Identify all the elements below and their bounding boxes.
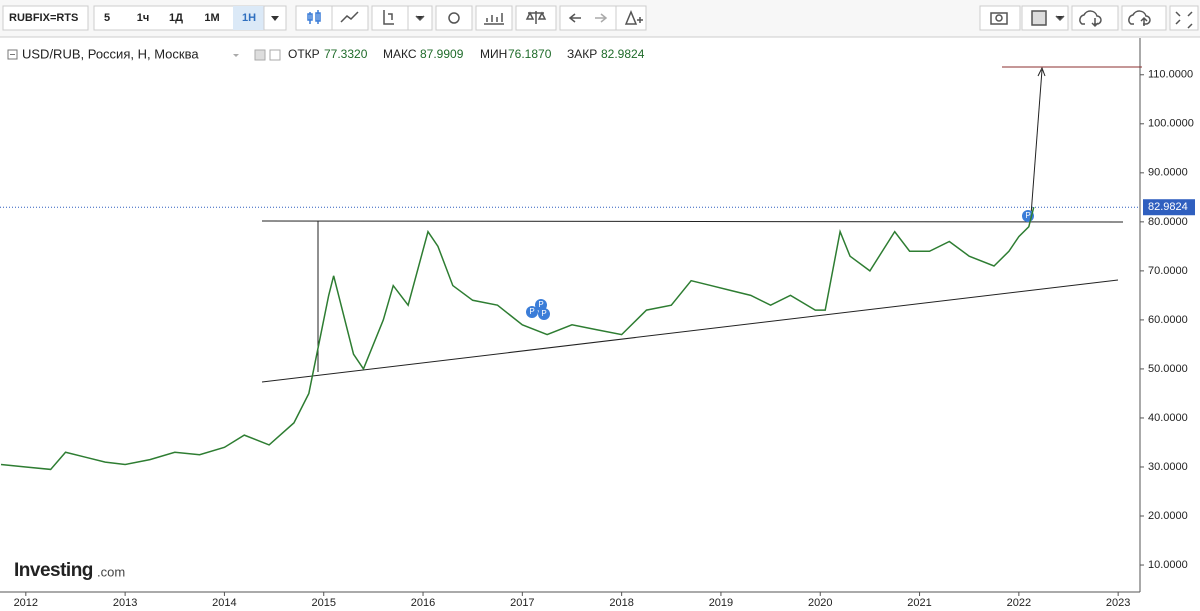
interval[interactable]: 1М (204, 12, 219, 24)
event-marker-text: P (538, 300, 543, 309)
event-marker[interactable] (526, 306, 538, 318)
x-tick-label: 2015 (311, 597, 335, 609)
brand-suffix: .com (97, 564, 125, 579)
interval[interactable]: 1Д (169, 12, 183, 24)
instrument-title: USD/RUB, Россия, Н, Москва (22, 46, 199, 61)
event-markers: P P P P (526, 210, 1034, 320)
interval[interactable]: 1Н (242, 12, 256, 24)
interval[interactable]: 5 (104, 12, 110, 24)
x-tick-label: 2020 (808, 597, 832, 609)
close-label: ЗАКР (567, 47, 597, 61)
x-tick-label: 2018 (609, 597, 633, 609)
price-line (0, 206, 1035, 471)
x-tick-label: 2017 (510, 597, 534, 609)
interval[interactable]: 1ч (137, 12, 150, 24)
x-tick-label: 2019 (709, 597, 733, 609)
x-tick-label: 2023 (1106, 597, 1130, 609)
brand: Investing (14, 560, 93, 581)
y-tick-label: 40.0000 (1148, 412, 1188, 424)
last-price-box (1143, 199, 1195, 216)
event-marker-text: P (529, 307, 534, 316)
x-tick-label: 2016 (411, 597, 435, 609)
x-tick-label: 2013 (113, 597, 137, 609)
low-value: 76.1870 (508, 47, 552, 61)
y-tick-label: 80.0000 (1148, 216, 1188, 228)
open-label: ОТКР (288, 47, 320, 61)
caret (271, 16, 279, 21)
open-value: 77.3320 (324, 47, 368, 61)
y-tick-label: 50.0000 (1148, 363, 1188, 375)
y-tick-label: 60.0000 (1148, 314, 1188, 326)
gear-icon[interactable] (269, 49, 281, 61)
close-value: 82.9824 (601, 47, 645, 61)
event-marker-text: P (541, 309, 546, 318)
tool-icons (307, 10, 1193, 29)
title-caret (233, 54, 239, 57)
high-value: 87.9909 (420, 47, 464, 61)
y-tick-label: 20.0000 (1148, 510, 1188, 522)
symbol[interactable]: RUBFIX=RTS (9, 12, 78, 24)
event-marker[interactable] (538, 308, 550, 320)
last-price-label: 82.9824 (1148, 201, 1188, 213)
x-tick-label: 2022 (1007, 597, 1031, 609)
y-tick-label: 100.0000 (1148, 118, 1194, 130)
y-tick-label: 70.0000 (1148, 265, 1188, 277)
y-tick-label: 110.0000 (1148, 69, 1193, 81)
x-tick-label: 2014 (212, 597, 236, 609)
x-tick-label: 2012 (14, 597, 38, 609)
event-marker-text: P (1025, 211, 1030, 220)
x-tick-label: 2021 (907, 597, 931, 609)
interval-active (233, 6, 264, 30)
y-tick-label: 30.0000 (1148, 461, 1188, 473)
low-label: МИН (480, 47, 507, 61)
high-label: МАКС (383, 47, 417, 61)
eye-icon[interactable] (254, 49, 266, 61)
symbol-box[interactable] (2, 5, 89, 31)
drawings (261, 66, 1124, 383)
y-tick-label: 90.0000 (1148, 167, 1188, 179)
collapse-icon[interactable] (7, 49, 18, 60)
y-tick-label: 10.0000 (1148, 559, 1188, 571)
